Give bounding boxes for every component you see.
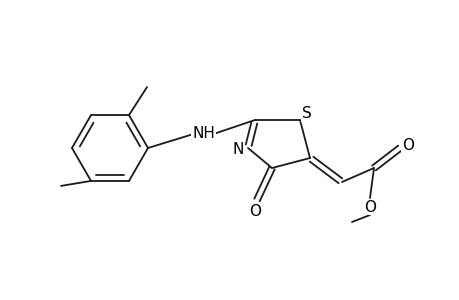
Text: O: O [363, 200, 375, 214]
Text: O: O [248, 203, 260, 218]
Text: S: S [302, 106, 311, 122]
Text: O: O [401, 139, 413, 154]
Text: NH: NH [192, 127, 214, 142]
Text: N: N [232, 142, 243, 158]
